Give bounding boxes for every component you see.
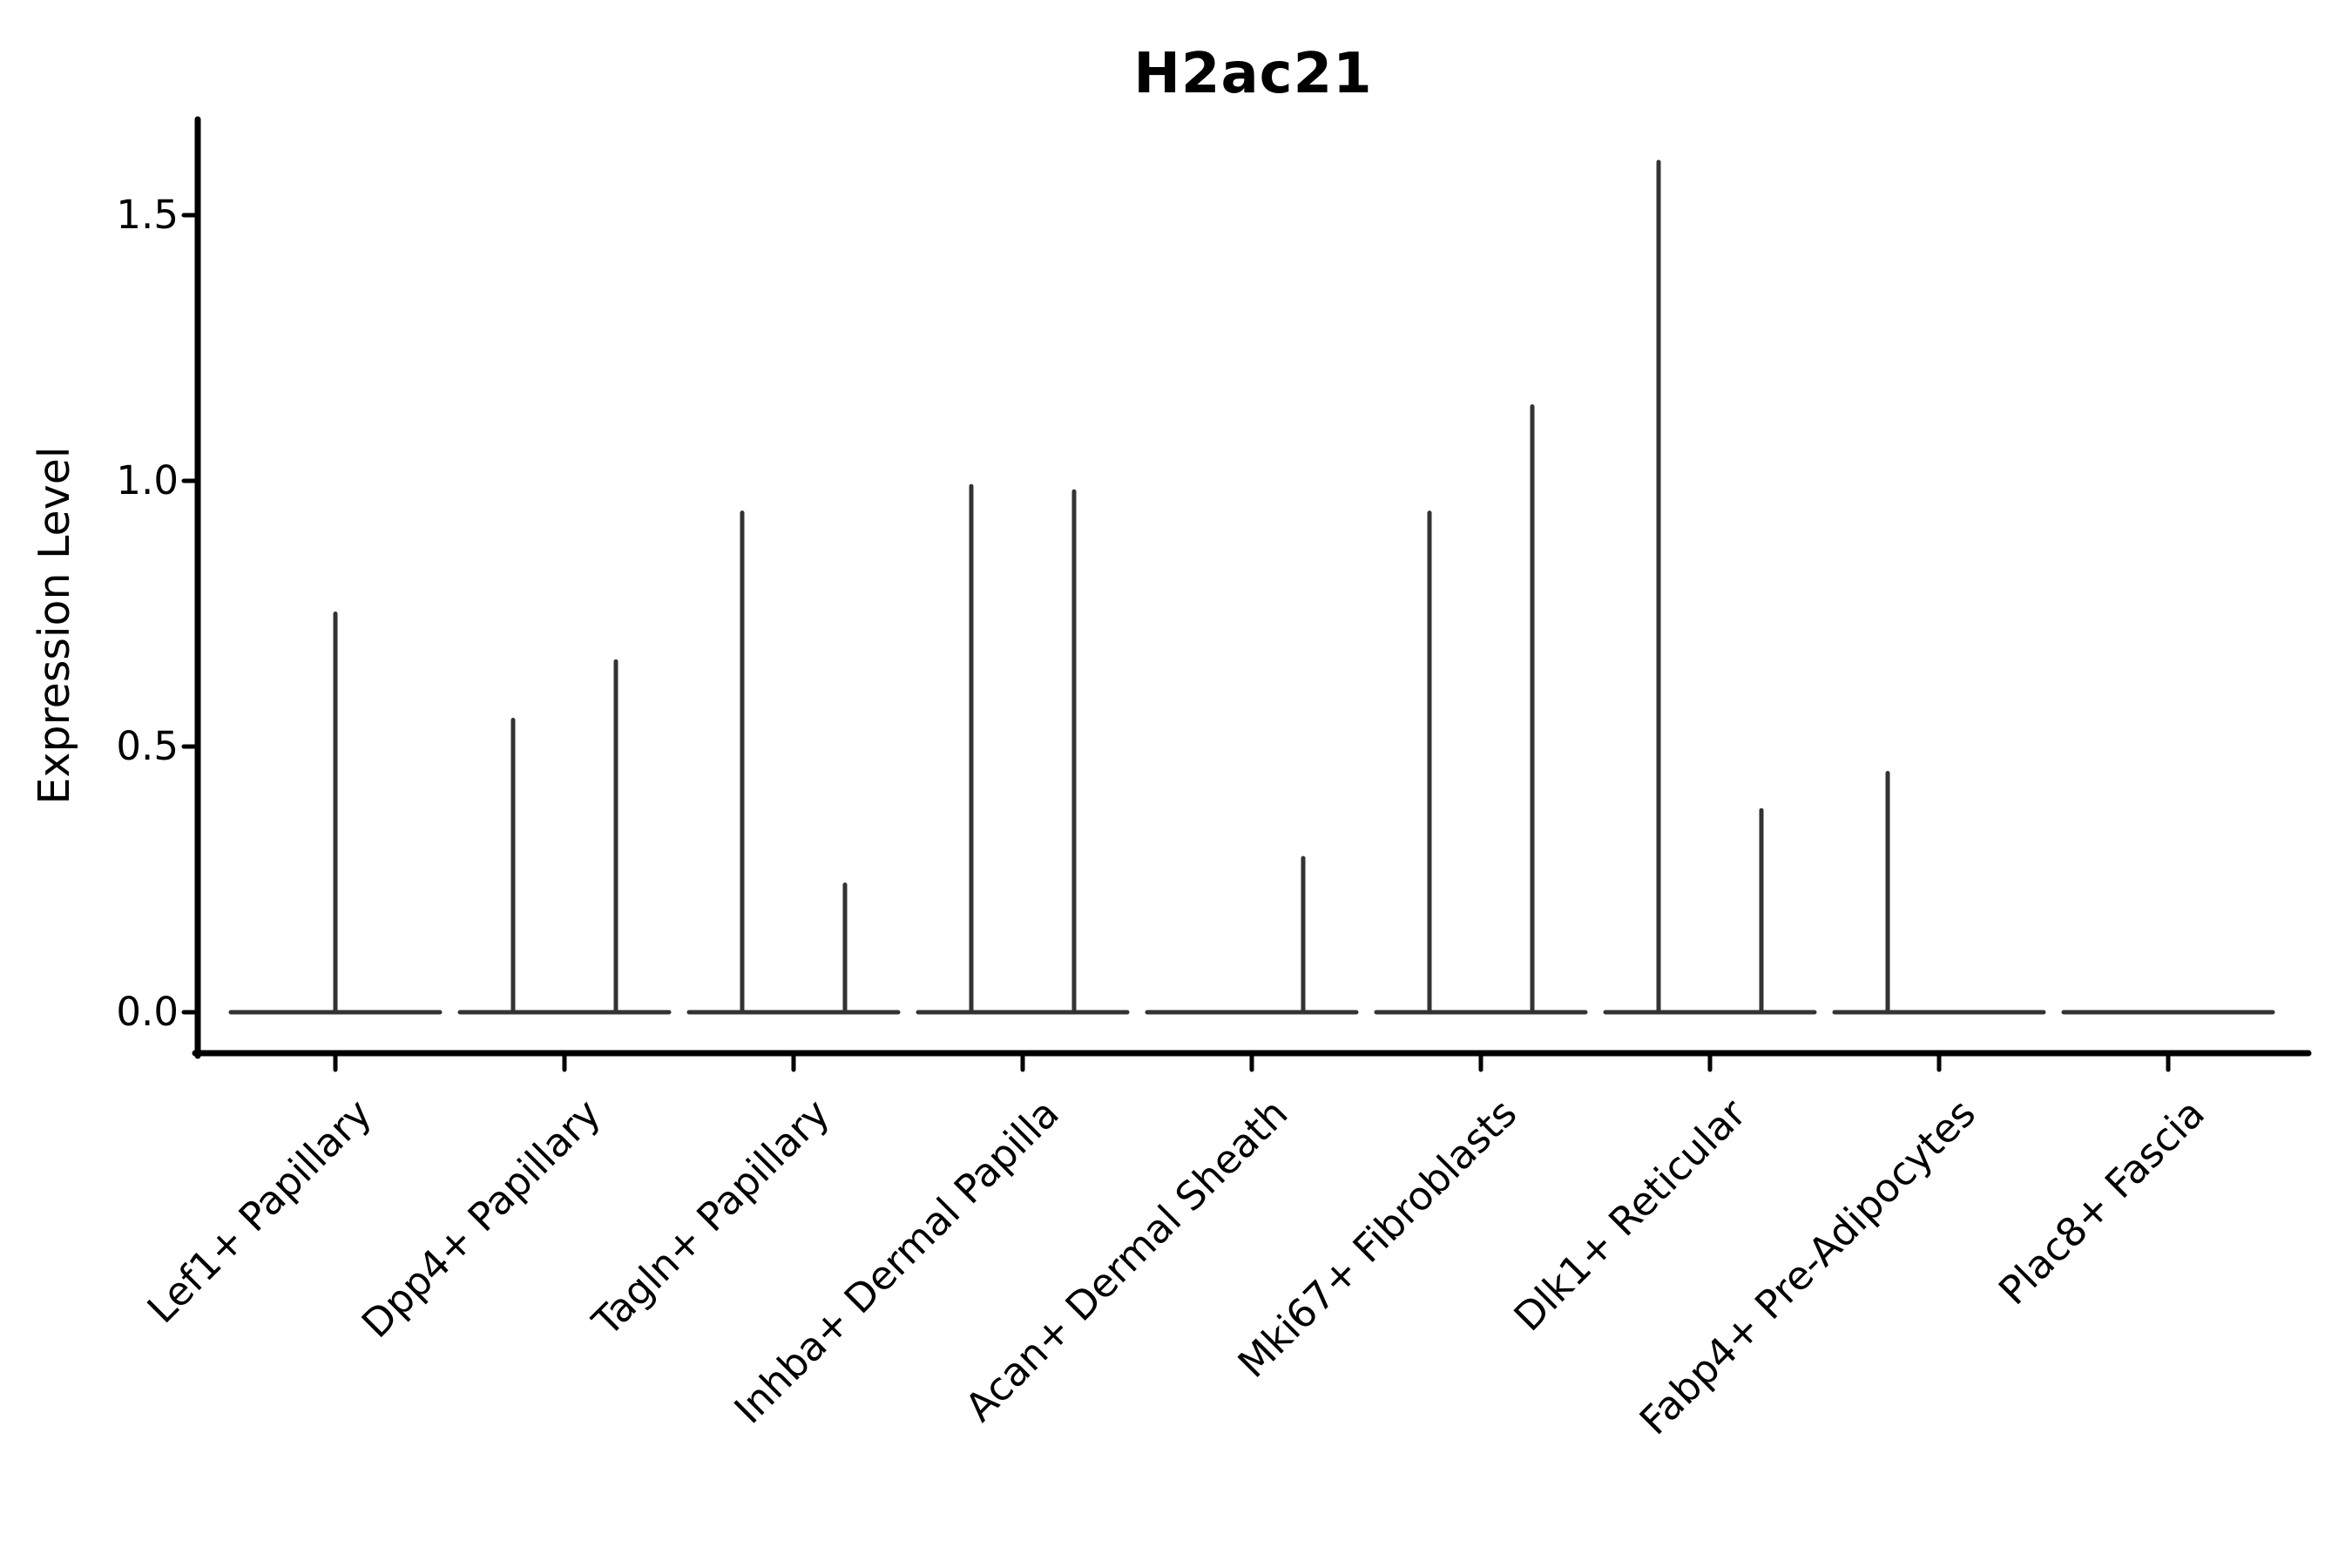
chart-title: H2ac21 — [1133, 42, 1373, 106]
y-axis-label: Expression Level — [30, 446, 79, 805]
y-tick-label: 1.0 — [116, 457, 179, 504]
y-tick-label: 1.5 — [116, 192, 179, 238]
y-tick-label: 0.5 — [116, 723, 179, 769]
y-tick-label: 0.0 — [116, 989, 179, 1035]
